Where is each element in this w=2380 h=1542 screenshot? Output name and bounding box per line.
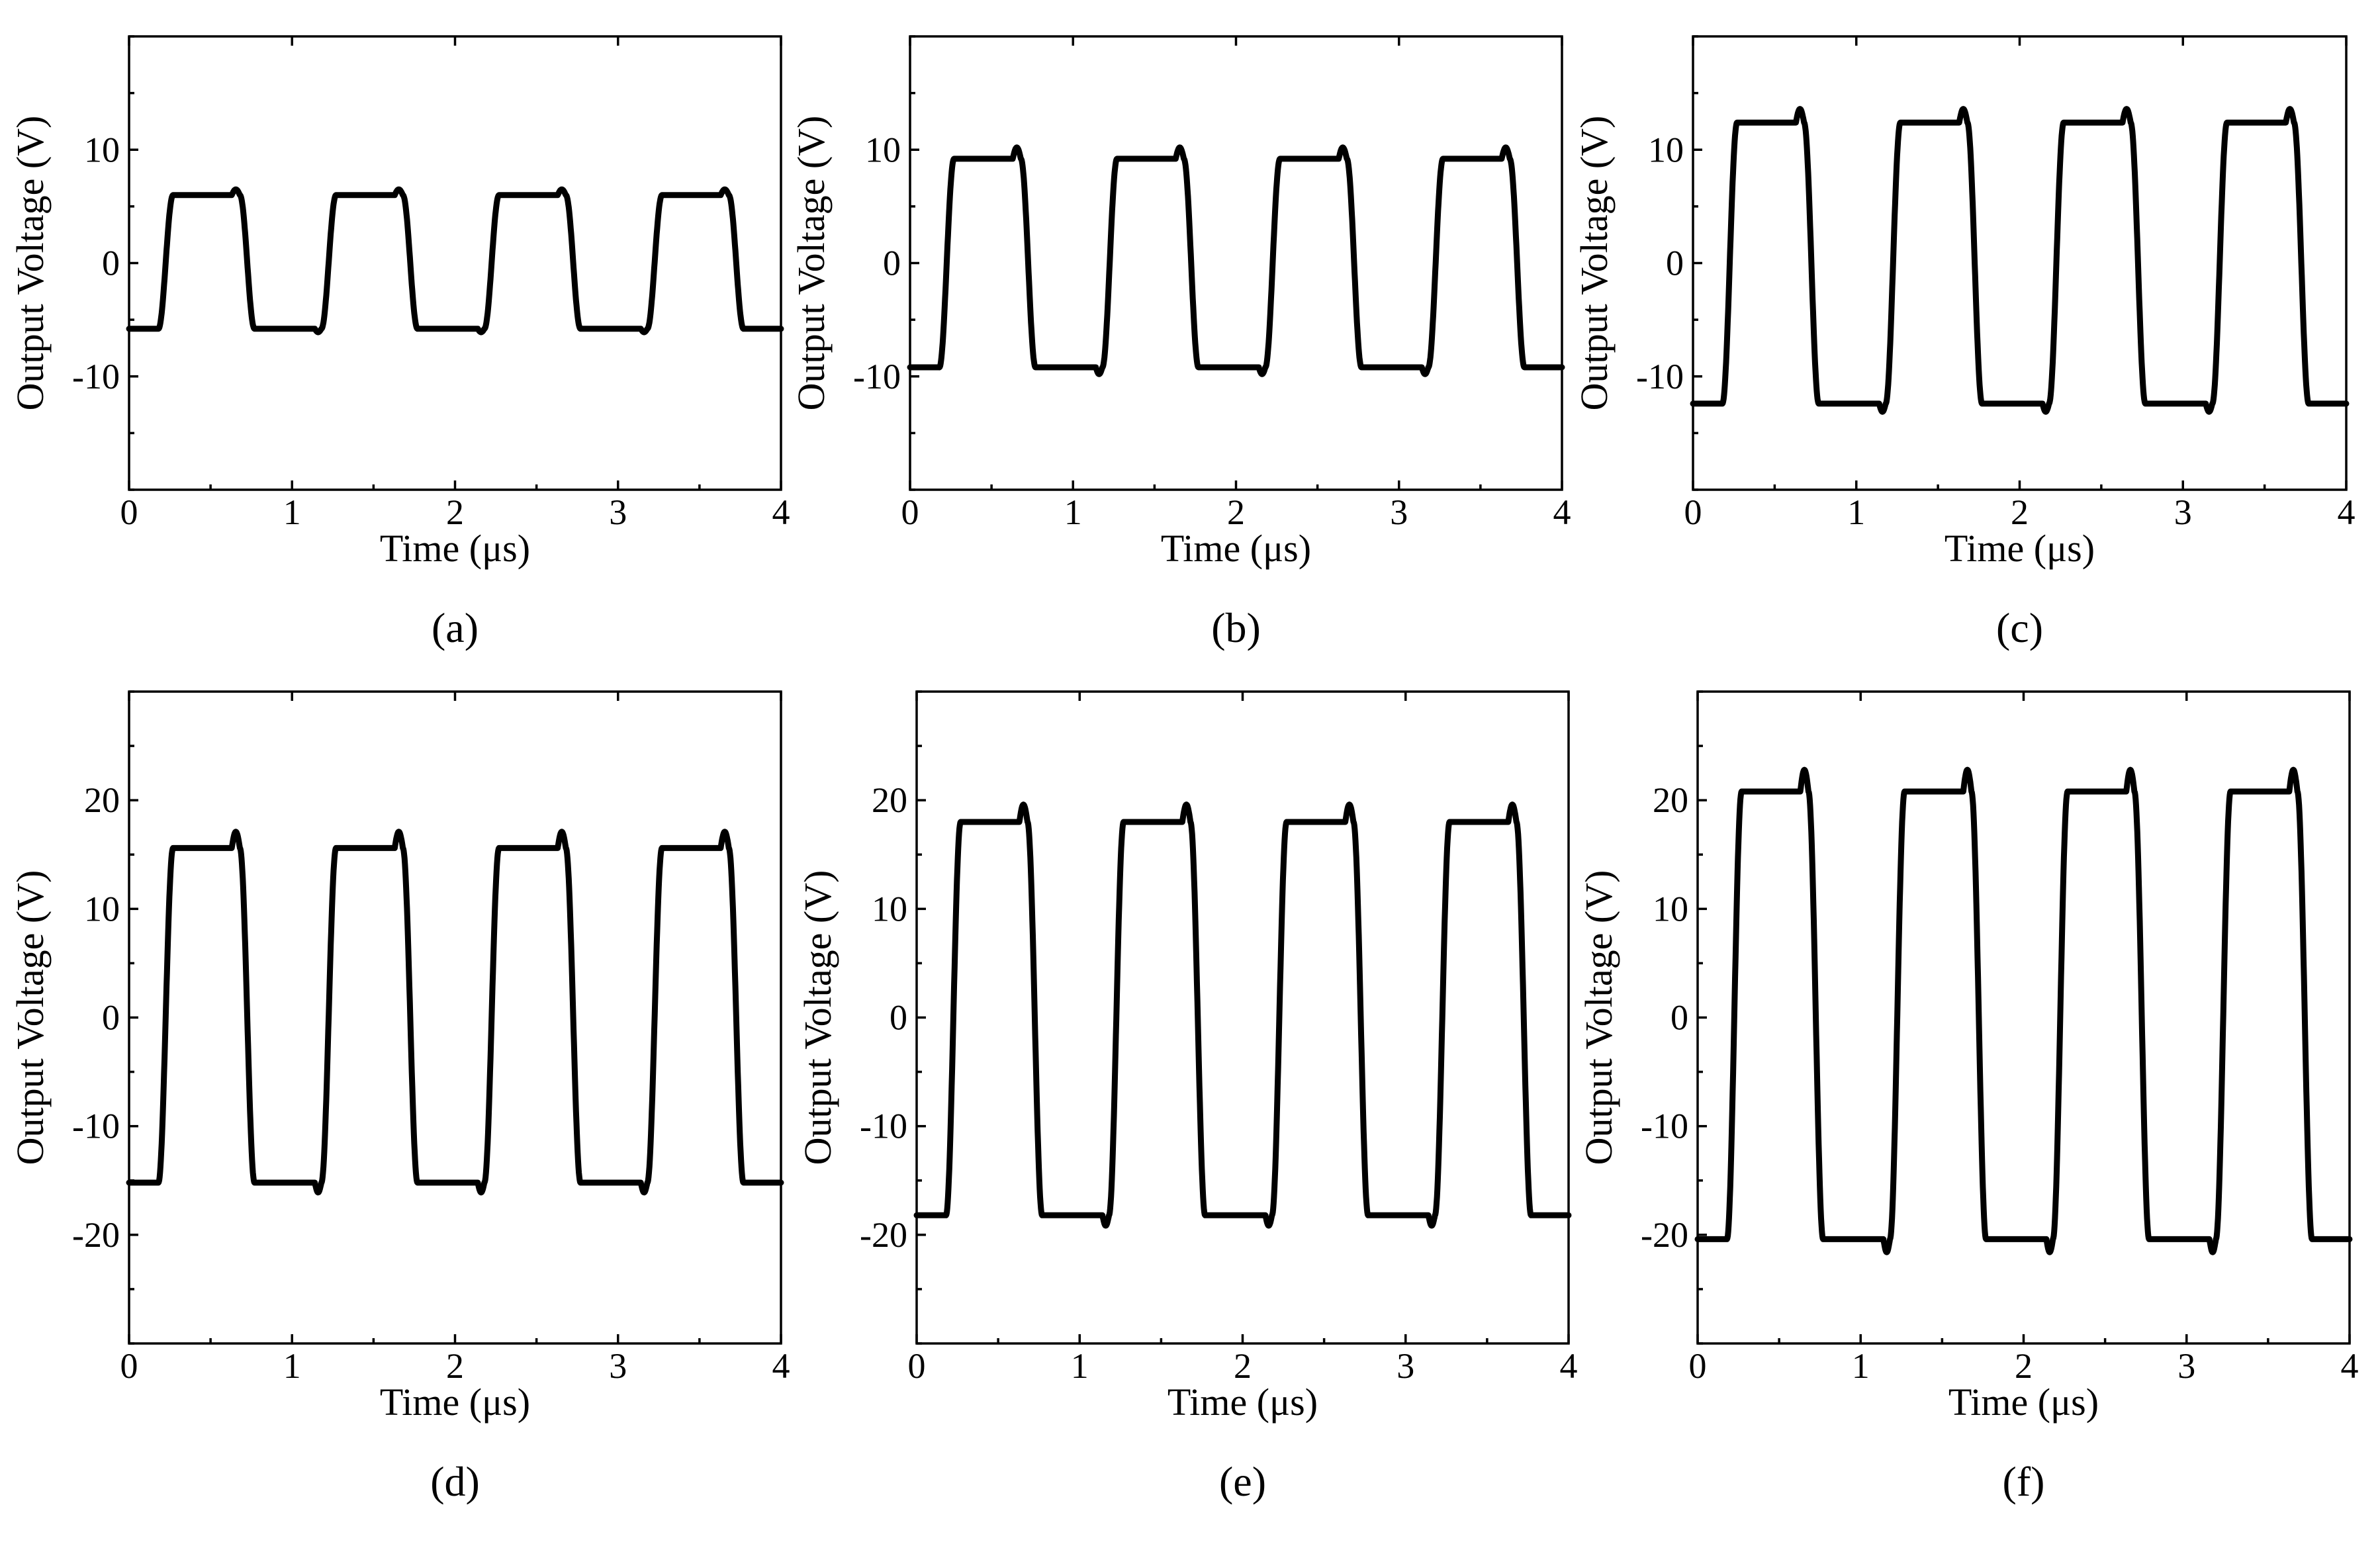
x-axis-title: Time (μs): [1161, 527, 1311, 570]
y-tick-label: 0: [1671, 998, 1688, 1038]
y-tick-label: -10: [860, 1107, 907, 1146]
panel-caption: (c): [1996, 604, 2043, 651]
x-tick-label: 2: [446, 1346, 464, 1386]
y-tick-label: -10: [72, 357, 120, 396]
y-tick-label: -20: [1641, 1215, 1688, 1255]
x-tick-label: 0: [908, 1346, 926, 1386]
y-axis-title: Output Voltage (V): [1573, 116, 1616, 411]
x-axis-title: Time (μs): [1945, 527, 2095, 570]
x-tick-label: 1: [1064, 492, 1082, 532]
y-tick-label: 10: [865, 130, 901, 169]
series-line-output: [1694, 766, 2353, 1255]
x-tick-label: 3: [2174, 492, 2192, 532]
y-tick-label: 10: [84, 130, 120, 169]
x-axis-title: Time (μs): [1948, 1381, 2099, 1424]
x-tick-label: 4: [1553, 492, 1571, 532]
y-tick-label: 0: [883, 244, 901, 283]
y-tick-label: 0: [102, 998, 120, 1038]
x-tick-label: 1: [1852, 1346, 1870, 1386]
panel-caption: (a): [432, 604, 479, 651]
y-tick-label: 20: [872, 780, 907, 820]
y-axis-title: Output Voltage (V): [796, 870, 839, 1165]
x-tick-label: 1: [1847, 492, 1865, 532]
plot-frame: [909, 35, 1563, 491]
y-tick-label: 0: [890, 998, 907, 1038]
y-tick-label: -10: [72, 1107, 120, 1146]
series-line-output: [913, 801, 1572, 1229]
series-line-output: [1690, 106, 2350, 415]
x-tick-label: 2: [1227, 492, 1245, 532]
panel-d: 0 1 2 3 4 -20 -10 0 10 20 Time (μs) Output Voltage …: [9, 690, 790, 1505]
panel-b: 0 1 2 3 4 -10 0 10 Time (μs) Output Voltage (V) (b…: [790, 35, 1571, 651]
x-tick-label: 0: [1689, 1346, 1707, 1386]
x-tick-label: 2: [2015, 1346, 2033, 1386]
y-tick-label: -10: [1641, 1107, 1688, 1146]
x-tick-label: 3: [1396, 1346, 1414, 1386]
plot-frame: [128, 35, 782, 491]
panel-e: 0 1 2 3 4 -20 -10 0 10 20 Time (μs) Output Voltage …: [796, 690, 1578, 1505]
x-axis-title: Time (μs): [380, 527, 530, 570]
y-tick-label: -20: [72, 1215, 120, 1255]
panel-caption: (d): [430, 1458, 480, 1505]
x-tick-label: 0: [1684, 492, 1702, 532]
x-tick-label: 3: [2177, 1346, 2195, 1386]
x-tick-label: 0: [901, 492, 919, 532]
x-tick-label: 0: [120, 492, 138, 532]
panel-caption: (f): [2003, 1458, 2045, 1505]
x-tick-label: 3: [609, 492, 627, 532]
x-axis-title: Time (μs): [1167, 1381, 1318, 1424]
panel-caption: (e): [1219, 1458, 1266, 1505]
x-tick-label: 1: [1071, 1346, 1089, 1386]
x-tick-label: 2: [1234, 1346, 1252, 1386]
y-tick-label: -20: [860, 1215, 907, 1255]
panel-c: 0 1 2 3 4 -10 0 10 Time (μs) Output Voltage (V) (c…: [1573, 35, 2356, 651]
x-tick-label: 4: [772, 492, 790, 532]
plot-frame: [1692, 35, 2348, 491]
x-tick-label: 3: [609, 1346, 627, 1386]
panel-caption: (b): [1211, 604, 1261, 651]
y-tick-label: 20: [1653, 780, 1688, 820]
y-axis-title: Output Voltage (V): [1577, 870, 1620, 1165]
y-tick-label: -10: [1636, 357, 1684, 396]
series-line-output: [126, 829, 784, 1196]
y-axis-title: Output Voltage (V): [790, 116, 833, 411]
y-tick-label: 10: [1648, 130, 1684, 169]
panel-a: 0 1 2 3 4 -10 0 10 Time (μs) Output Voltage (V) (a…: [9, 35, 790, 651]
y-tick-label: 10: [872, 889, 907, 929]
x-tick-label: 1: [283, 1346, 301, 1386]
y-tick-label: 20: [84, 780, 120, 820]
x-tick-label: 4: [1560, 1346, 1578, 1386]
y-tick-label: -10: [853, 357, 901, 396]
x-tick-label: 1: [283, 492, 301, 532]
x-tick-label: 2: [446, 492, 464, 532]
x-tick-label: 4: [2338, 492, 2356, 532]
y-tick-label: 0: [102, 244, 120, 283]
x-tick-label: 2: [2011, 492, 2029, 532]
x-tick-label: 4: [772, 1346, 790, 1386]
y-axis-title: Output Voltage (V): [9, 870, 52, 1165]
x-tick-label: 4: [2341, 1346, 2359, 1386]
x-axis-title: Time (μs): [380, 1381, 530, 1424]
plot-frame: [915, 690, 1570, 1345]
y-tick-label: 10: [84, 889, 120, 929]
y-axis-title: Output Voltage (V): [9, 116, 52, 411]
panel-f: 0 1 2 3 4 -20 -10 0 10 20 Time (μs) Output Voltage …: [1577, 690, 2359, 1505]
y-tick-label: 0: [1666, 244, 1684, 283]
x-tick-label: 3: [1390, 492, 1408, 532]
y-tick-label: 10: [1653, 889, 1688, 929]
x-tick-label: 0: [120, 1346, 138, 1386]
series-line-output: [907, 144, 1565, 377]
series-line-output: [126, 186, 784, 336]
plot-frame: [128, 690, 782, 1345]
